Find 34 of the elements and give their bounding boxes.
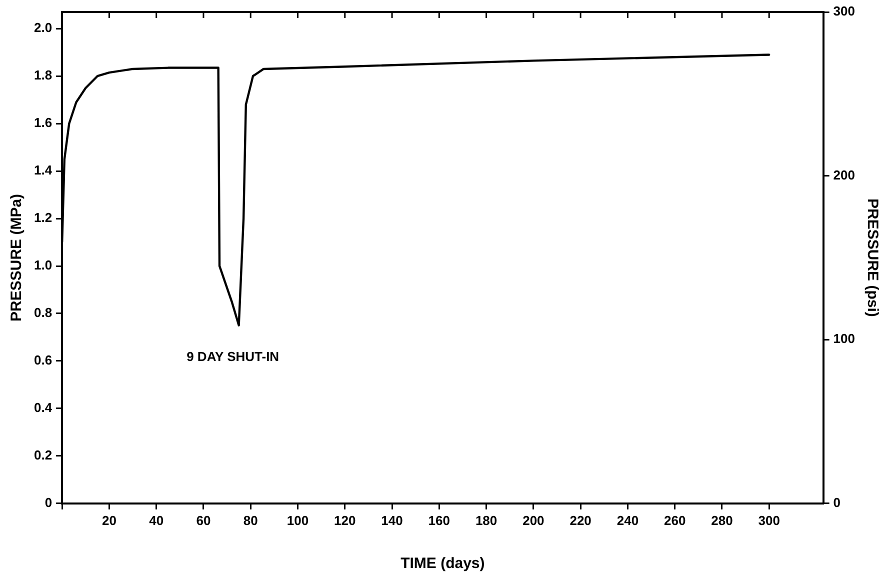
x-tick-label: 100: [286, 512, 309, 528]
y2-tick-label: 0: [833, 494, 841, 510]
x-tick-label: 200: [522, 512, 544, 528]
y-tick-label: 0.2: [34, 448, 52, 462]
annotation: 9 DAY SHUT-IN: [186, 348, 280, 364]
y-tick-label: 1.0: [34, 258, 52, 273]
x-axis-title: TIME (days): [400, 555, 485, 572]
x-tick-label: 300: [758, 512, 780, 528]
y2-tick-label: 200: [833, 167, 856, 182]
x-tick-label: 80: [243, 512, 258, 528]
x-tick-label: 140: [381, 512, 403, 528]
y-tick-label: 0.8: [34, 305, 52, 320]
x-tick-label: 220: [570, 512, 592, 528]
y2-axis-title: PRESSURE (psi): [864, 198, 881, 317]
x-tick-label: 60: [196, 512, 211, 528]
y-tick-label: 1.2: [34, 210, 52, 226]
y-axis-title: PRESSURE (MPa): [8, 194, 26, 322]
y2-tick-label: 100: [833, 331, 856, 346]
x-tick-label: 240: [616, 512, 639, 528]
x-tick-label: 40: [149, 512, 164, 528]
y-tick-label: 0.6: [34, 352, 52, 368]
x-tick-label: 280: [711, 512, 733, 528]
x-tick-label: 180: [475, 512, 498, 528]
y-tick-label: 0: [44, 494, 52, 510]
x-tick-label: 120: [334, 512, 356, 528]
y-tick-label: 1.6: [34, 115, 52, 130]
y-tick-label: 0.4: [34, 400, 53, 416]
y-tick-label: 1.8: [34, 68, 52, 83]
y-tick-label: 1.4: [34, 162, 53, 178]
x-tick-label: 260: [664, 512, 686, 528]
x-tick-label: 160: [428, 512, 450, 528]
x-tick-label: 20: [102, 512, 116, 528]
y2-tick-label: 300: [833, 4, 856, 19]
y-tick-label: 2.0: [34, 20, 52, 36]
